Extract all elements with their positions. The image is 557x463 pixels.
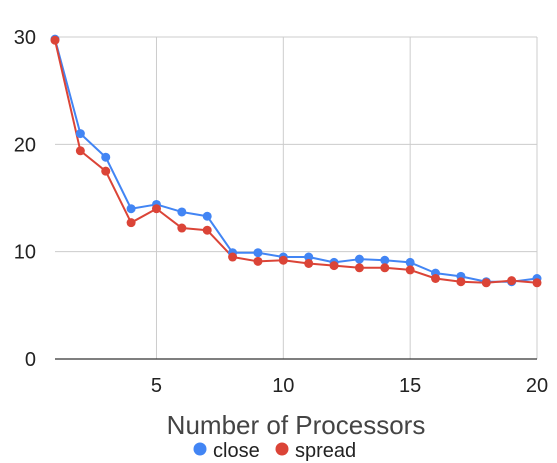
data-point-close [177,207,187,217]
legend: close spread [193,440,356,462]
data-point-spread [380,263,390,273]
series-lines [54,38,538,284]
y-tick-label: 0 [25,349,36,371]
series-line-spread [54,39,538,284]
data-point-spread [253,256,263,266]
x-tick-label: 10 [272,375,294,397]
data-point-spread [532,278,542,288]
data-point-spread [304,258,314,268]
data-point-close [253,248,263,258]
data-point-close [126,204,136,214]
y-tick-labels: 0 10 20 30 [14,27,36,371]
data-point-spread [405,265,415,275]
x-tick-label: 20 [526,375,548,397]
data-point-spread [151,204,161,214]
legend-marker-close [193,442,207,456]
data-point-spread [101,166,111,176]
y-tick-label: 20 [14,134,36,156]
legend-label-close: close [213,440,260,462]
y-tick-label: 10 [14,242,36,264]
data-point-spread [481,278,491,288]
y-tick-label: 30 [14,27,36,49]
legend-label-spread: spread [295,440,356,462]
series-line-close [54,38,538,283]
grid-lines [55,36,538,359]
data-point-spread [228,252,238,262]
data-point-spread [431,274,441,283]
data-point-close [380,255,390,265]
x-tick-label: 5 [151,375,162,397]
data-point-spread [202,225,212,235]
data-point-spread [50,35,60,45]
data-point-close [304,252,314,262]
x-tick-label: 15 [399,375,421,397]
data-point-close [354,254,364,264]
data-point-spread [354,263,364,273]
data-point-close [202,211,212,221]
data-point-close [405,257,415,267]
data-point-close [75,129,85,139]
data-point-spread [126,218,136,228]
data-point-spread [278,255,288,265]
x-tick-labels: 5 10 15 20 [151,375,548,397]
x-axis-label: Number of Processors [167,410,426,440]
data-point-spread [456,277,466,287]
data-point-spread [329,261,339,271]
legend-marker-spread [275,442,289,456]
data-point-spread [507,276,517,286]
data-point-close [101,152,111,162]
series-points [50,34,542,288]
data-point-spread [75,146,85,156]
data-point-spread [177,223,187,233]
